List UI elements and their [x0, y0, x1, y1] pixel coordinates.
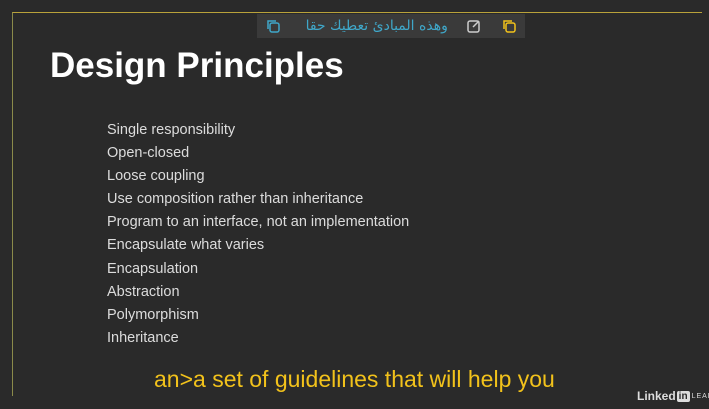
principle-item: Inheritance — [107, 329, 179, 346]
logo-suffix: LEARN — [691, 392, 709, 400]
subtitle: an>a set of guidelines that will help yo… — [154, 366, 555, 392]
slide-title: Design Principles — [50, 46, 344, 85]
principle-item: Loose coupling — [107, 168, 205, 185]
principle-item: Single responsibility — [107, 122, 236, 138]
principle-item: Abstraction — [107, 283, 180, 300]
principle-item: Program to an interface, not an implemen… — [107, 214, 410, 231]
principle-list: Single responsibility Open-closed Loose co… — [107, 120, 409, 351]
principle-item: Encapsulation — [107, 260, 199, 277]
principle-item: Polymorphism — [107, 306, 199, 323]
principle-item: Use composition rather than inheritance — [107, 191, 364, 208]
copy-icon[interactable] — [265, 18, 281, 34]
logo-badge: in — [676, 390, 690, 402]
translated-text: وهذه المبادئ تعطيك حقا — [305, 18, 448, 34]
principle-item: Encapsulate what varies — [107, 237, 265, 254]
slide-frame — [12, 12, 702, 396]
edit-icon[interactable] — [466, 18, 482, 34]
translation-toolbar: وهذه المبادئ تعطيك حقا — [257, 14, 525, 38]
logo-word: Linked — [637, 389, 676, 403]
principle-item: Open-closed — [107, 145, 190, 162]
logo: Linked in LEARN — [637, 389, 709, 403]
copy-icon-yellow[interactable] — [501, 18, 517, 34]
